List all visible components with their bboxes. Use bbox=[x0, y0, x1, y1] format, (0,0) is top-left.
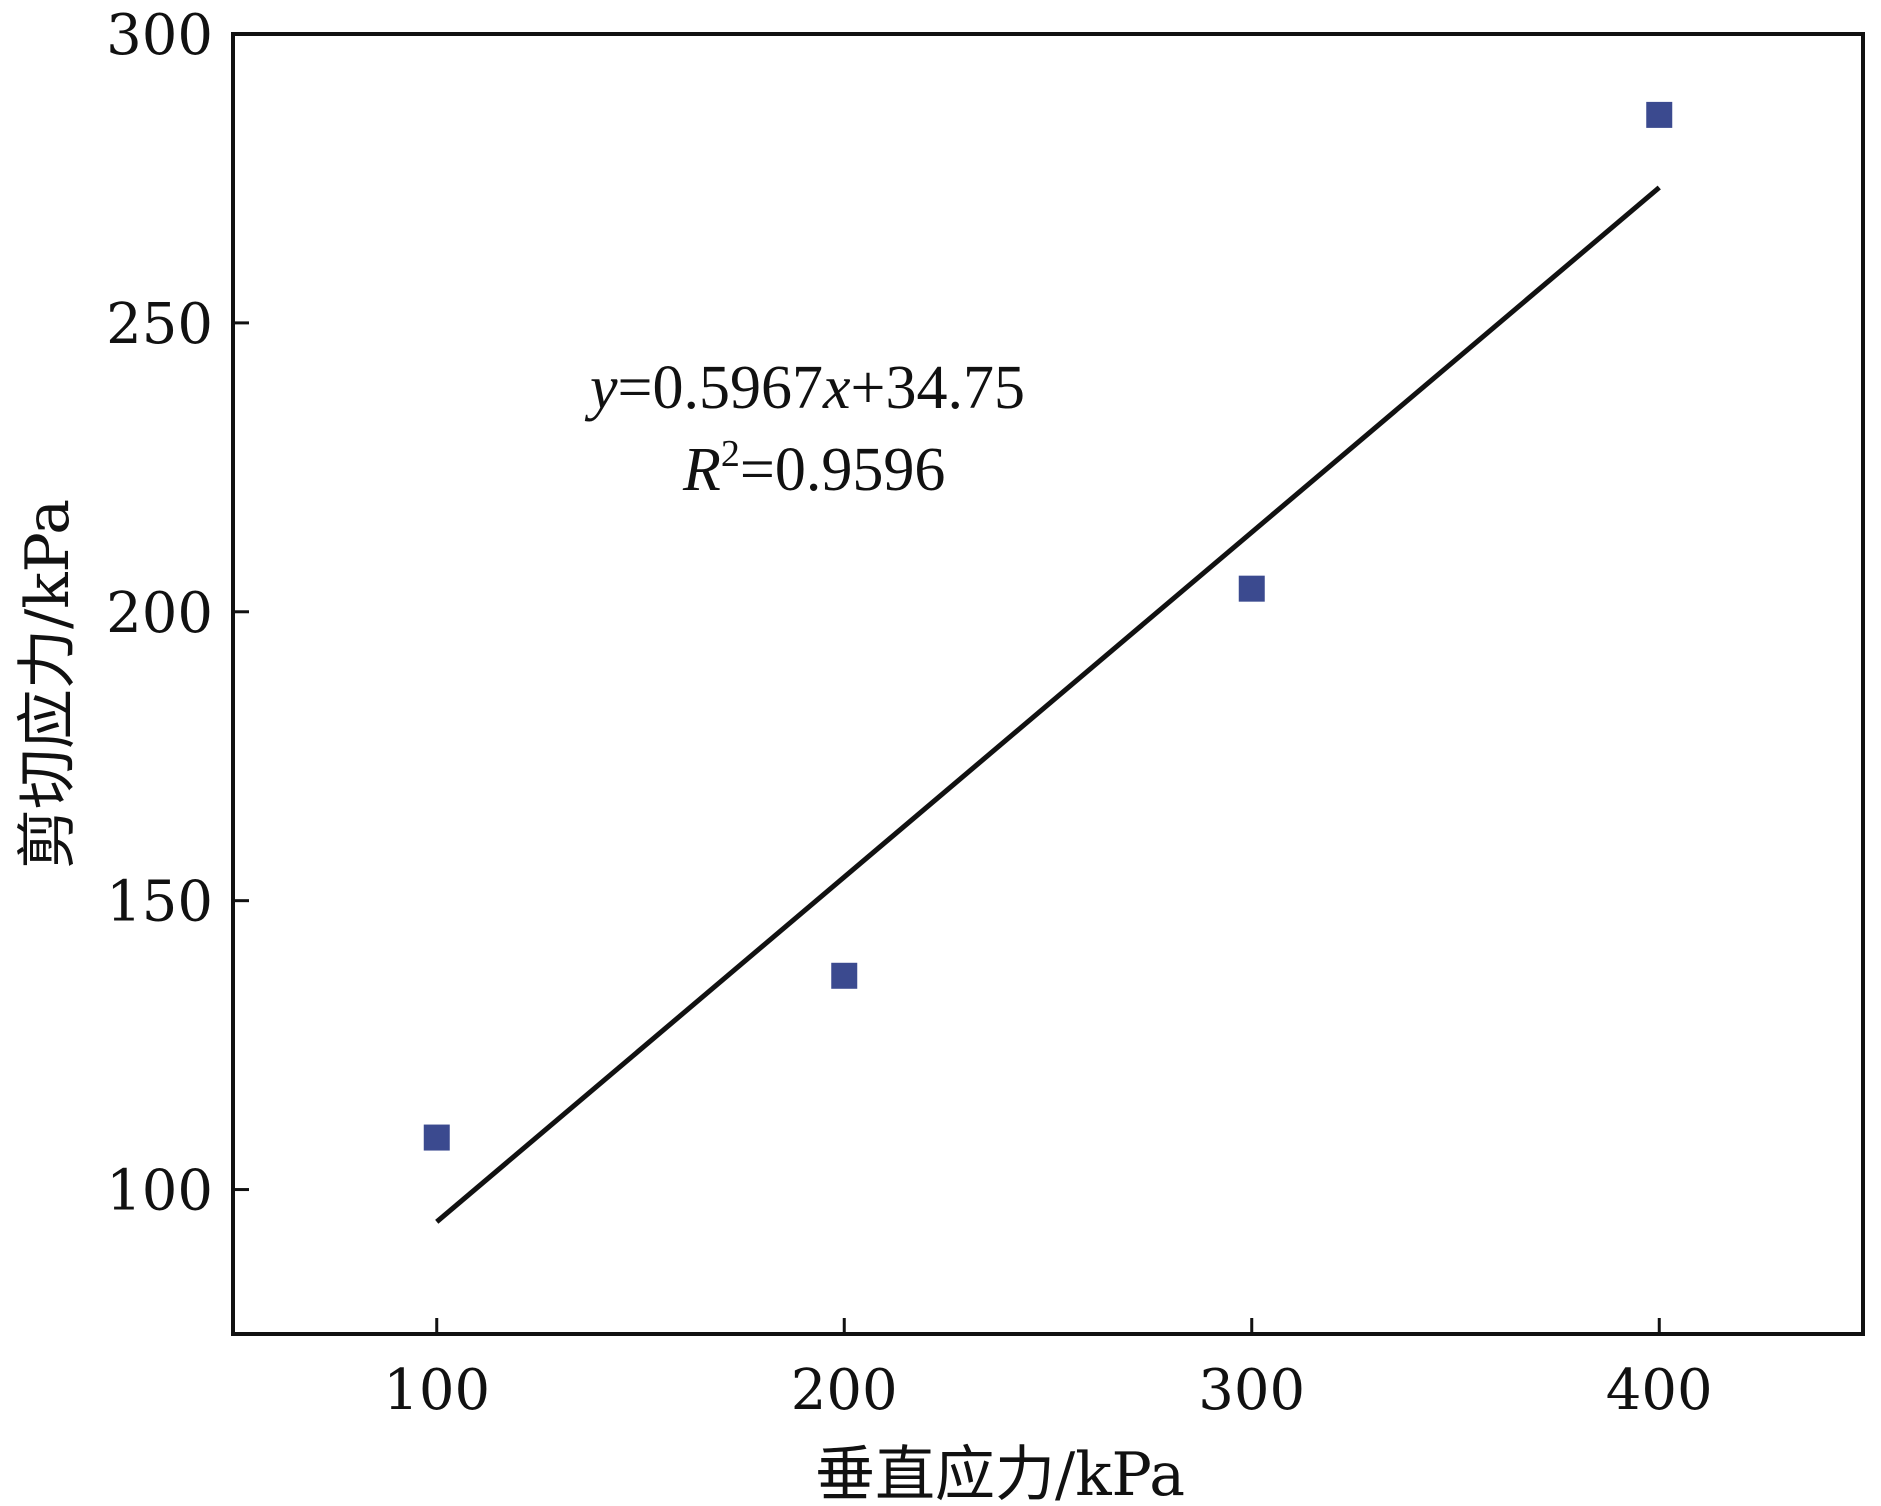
axis-ticks bbox=[233, 32, 1661, 1334]
data-point bbox=[831, 962, 858, 989]
data-points bbox=[423, 101, 1673, 1151]
equation-slope: =0.5967 bbox=[618, 354, 823, 422]
axis-tick-labels: 100 200 300 400 100 150 200 250 300 bbox=[106, 3, 1713, 1423]
data-point bbox=[423, 1124, 450, 1151]
equation-intercept: +34.75 bbox=[851, 354, 1025, 422]
x-tick-label: 100 bbox=[383, 1358, 490, 1423]
fit-equation: y=0.5967x+34.75 bbox=[584, 354, 1025, 422]
x-axis-title: 垂直应力/kPa bbox=[815, 1440, 1185, 1506]
r-squared-value: =0.9596 bbox=[740, 436, 945, 504]
y-tick-label: 100 bbox=[106, 1159, 213, 1224]
y-tick-label: 300 bbox=[106, 3, 213, 68]
x-tick-label: 300 bbox=[1198, 1358, 1305, 1423]
y-tick-label: 250 bbox=[106, 292, 213, 357]
y-axis-title: 剪切应力/kPa bbox=[13, 499, 83, 869]
regression-line bbox=[435, 185, 1661, 1224]
x-tick-label: 400 bbox=[1606, 1358, 1713, 1423]
y-tick-label: 150 bbox=[106, 870, 213, 935]
r-squared-var: R bbox=[682, 436, 721, 504]
r-squared-label: R2=0.9596 bbox=[682, 433, 945, 504]
x-tick-label: 200 bbox=[791, 1358, 898, 1423]
r-squared-exponent: 2 bbox=[721, 433, 740, 475]
data-point bbox=[1238, 575, 1265, 602]
data-point bbox=[1646, 101, 1673, 128]
equation-y-var: y bbox=[584, 354, 618, 422]
plot-frame bbox=[231, 32, 1865, 1336]
y-tick-label: 200 bbox=[106, 581, 213, 646]
equation-x-var: x bbox=[822, 354, 851, 422]
